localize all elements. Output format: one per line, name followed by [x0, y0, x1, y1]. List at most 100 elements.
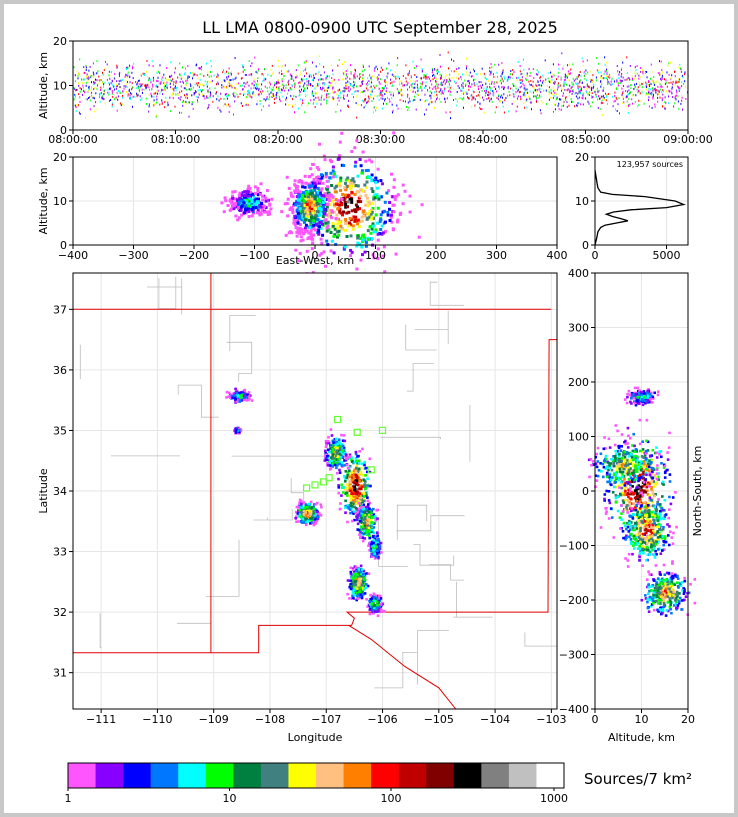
- source-point: [232, 92, 234, 95]
- source-point: [221, 80, 223, 83]
- source-point: [241, 64, 243, 67]
- source-point: [502, 85, 504, 88]
- source-point: [479, 102, 481, 105]
- source-point: [448, 67, 449, 70]
- density-cell: [371, 202, 375, 206]
- source-point: [639, 84, 641, 87]
- source-point: [423, 74, 425, 77]
- density-cell: [359, 506, 363, 509]
- source-point: [606, 75, 608, 77]
- source-point: [574, 92, 576, 95]
- density-cell: [355, 479, 359, 483]
- source-point: [540, 75, 542, 78]
- y-tick-label: 0: [582, 239, 589, 252]
- density-cell: [348, 453, 352, 457]
- source-point: [236, 93, 238, 96]
- source-point: [543, 89, 545, 92]
- source-point: [114, 88, 116, 91]
- density-cell: [357, 462, 361, 465]
- density-cell: [231, 204, 234, 208]
- density-cell: [361, 539, 365, 543]
- source-point: [668, 89, 670, 92]
- source-point: [443, 89, 445, 92]
- source-point: [547, 77, 549, 80]
- source-point: [511, 102, 513, 105]
- source-point: [434, 75, 436, 78]
- source-point: [581, 96, 583, 99]
- density-cell: [344, 205, 348, 209]
- density-cell: [300, 203, 304, 207]
- source-point: [658, 92, 660, 95]
- density-cell: [365, 516, 369, 520]
- density-cell: [348, 221, 351, 225]
- source-point: [451, 70, 452, 73]
- density-cell: [344, 506, 347, 509]
- source-point: [219, 109, 221, 111]
- source-point: [570, 68, 572, 71]
- source-point: [387, 72, 389, 75]
- source-point: [565, 76, 567, 79]
- source-point: [189, 83, 191, 86]
- density-cell: [358, 533, 361, 536]
- source-point: [171, 79, 173, 82]
- density-cell: [376, 232, 380, 236]
- source-point: [95, 72, 97, 75]
- density-cell: [220, 201, 224, 205]
- source-point: [268, 93, 270, 96]
- density-cell: [364, 244, 368, 248]
- source-point: [659, 90, 660, 93]
- source-point: [283, 84, 285, 87]
- density-cell: [243, 194, 247, 198]
- source-point: [416, 65, 417, 68]
- source-point: [425, 77, 427, 80]
- density-cell: [244, 195, 248, 199]
- source-point: [185, 80, 187, 82]
- source-point: [462, 82, 464, 85]
- density-cell: [333, 203, 336, 207]
- source-point: [577, 75, 579, 78]
- source-point: [181, 111, 183, 114]
- source-point: [375, 106, 377, 109]
- density-cell: [339, 445, 343, 448]
- density-cell: [320, 176, 324, 180]
- source-point: [371, 100, 373, 103]
- source-point: [510, 87, 512, 90]
- source-point: [135, 95, 137, 98]
- density-cell: [299, 239, 303, 243]
- source-point: [597, 98, 599, 101]
- source-point: [677, 100, 679, 103]
- source-point: [180, 77, 182, 80]
- density-cell: [360, 245, 364, 249]
- density-cell: [370, 173, 374, 177]
- density-cell: [301, 210, 305, 213]
- source-point: [397, 75, 399, 78]
- source-point: [381, 94, 383, 97]
- source-point: [332, 96, 334, 99]
- density-cell: [335, 213, 339, 217]
- source-point: [558, 102, 560, 105]
- source-point: [183, 101, 185, 104]
- source-point: [182, 104, 184, 107]
- density-cell: [250, 200, 254, 204]
- source-point: [664, 96, 666, 99]
- source-point: [161, 99, 163, 102]
- source-point: [503, 86, 505, 89]
- source-point: [95, 101, 97, 104]
- source-point: [326, 102, 328, 105]
- density-cell: [366, 175, 370, 179]
- source-point: [122, 90, 124, 93]
- source-point: [147, 79, 149, 82]
- density-cell: [248, 187, 252, 190]
- source-point: [469, 71, 471, 74]
- source-point: [498, 94, 500, 97]
- source-point: [364, 68, 366, 71]
- density-cell: [356, 514, 359, 517]
- source-point: [543, 76, 544, 79]
- source-point: [120, 104, 122, 107]
- density-cell: [325, 205, 329, 209]
- source-point: [563, 101, 565, 104]
- source-point: [108, 93, 110, 96]
- source-point: [80, 88, 82, 91]
- source-point: [661, 74, 663, 77]
- density-cell: [311, 211, 315, 215]
